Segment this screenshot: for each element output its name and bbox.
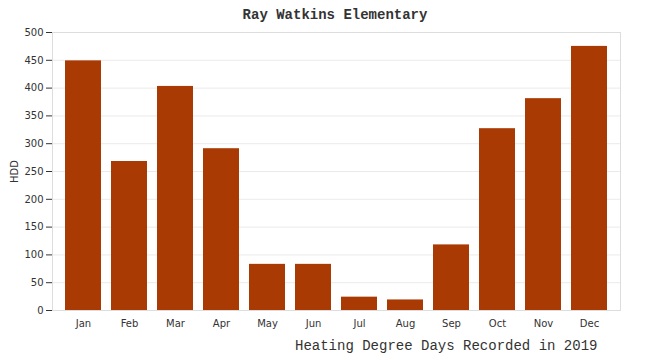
svg-text:500: 500	[24, 27, 43, 38]
svg-text:250: 250	[24, 166, 43, 177]
html-text:Ray Watkins Elementary: Ray Watkins Elementary	[242, 7, 428, 23]
svg-text:Jul: Jul	[352, 318, 365, 329]
svg-text:HDD: HDD	[9, 160, 20, 183]
svg-text:50: 50	[31, 277, 44, 288]
svg-text:200: 200	[24, 194, 43, 205]
svg-text:300: 300	[24, 138, 43, 149]
svg-text:350: 350	[24, 110, 43, 121]
svg-text:Nov: Nov	[534, 318, 554, 329]
svg-text:150: 150	[24, 221, 43, 232]
svg-text:Jan: Jan	[75, 318, 91, 329]
svg-text:100: 100	[24, 249, 43, 260]
svg-text:Jun: Jun	[305, 318, 322, 329]
svg-text:Sep: Sep	[442, 318, 461, 329]
svg-text:400: 400	[24, 82, 43, 93]
svg-text:Dec: Dec	[580, 318, 599, 329]
svg-text:Mar: Mar	[166, 318, 186, 329]
svg-text:450: 450	[24, 55, 43, 66]
svg-text:Aug: Aug	[396, 318, 416, 329]
html-text:Heating Degree Days Recorded i: Heating Degree Days Recorded in 2019	[295, 338, 598, 354]
svg-text:May: May	[257, 318, 278, 329]
svg-text:Oct: Oct	[489, 318, 506, 329]
svg-text:Feb: Feb	[121, 318, 139, 329]
svg-text:0: 0	[37, 305, 43, 316]
svg-text:Apr: Apr	[213, 318, 231, 329]
